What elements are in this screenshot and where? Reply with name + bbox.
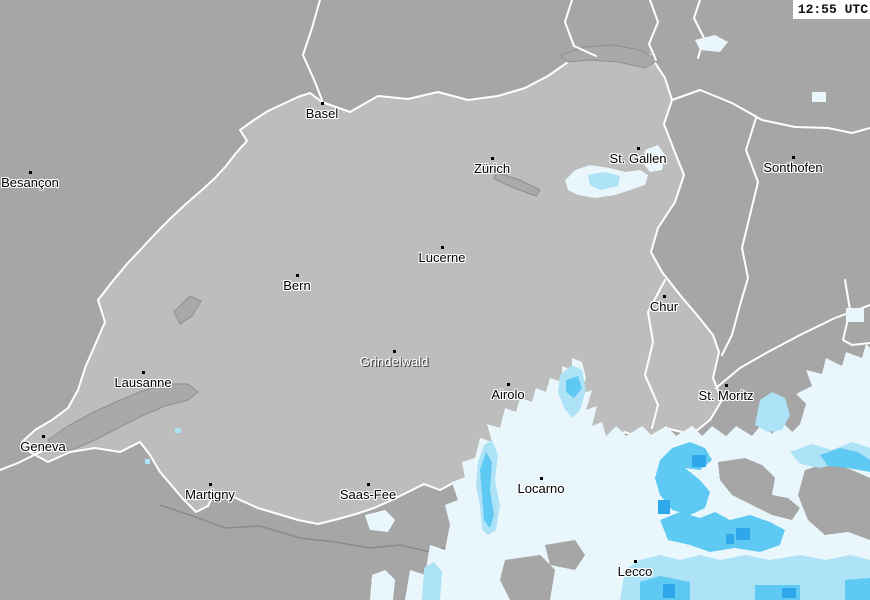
city-marker-sonthofen [792, 156, 795, 159]
city-marker-basel [321, 102, 324, 105]
border-top-center-1 [564, 0, 597, 57]
city-label-martigny: Martigny [185, 487, 235, 502]
precip-l4-spot-3 [736, 528, 750, 540]
city-label-chur: Chur [649, 299, 679, 314]
city-label-st-gallen: St. Gallen [609, 151, 667, 166]
city-label-besan-on: Besançon [1, 175, 59, 190]
lake-geneva [47, 383, 199, 451]
precip-l3-right-core [820, 448, 870, 472]
precip-bottom-column [370, 570, 395, 600]
precip-gap-2 [798, 462, 870, 540]
city-label-z-rich: Zürich [473, 161, 511, 176]
precip-l4-spot-5 [663, 584, 675, 598]
city-marker-saas-fee [367, 483, 370, 486]
border-vorarlberg [721, 117, 759, 356]
precip-speck-1 [812, 92, 826, 102]
city-marker-airolo [507, 383, 510, 386]
lake-neuchatel [173, 295, 202, 325]
border-east-vertical [644, 279, 666, 429]
city-marker-z-rich [491, 157, 494, 160]
border-italy-gray [159, 504, 456, 553]
precip-gap-1 [718, 458, 800, 520]
city-marker-besan-on [29, 171, 32, 174]
border-rhine-north-of-basel [302, 0, 323, 101]
city-label-bern: Bern [283, 278, 311, 293]
city-label-saas-fee: Saas-Fee [339, 487, 397, 502]
lake-zurich [493, 171, 541, 197]
precip-speck-lausanne-1 [175, 428, 181, 433]
city-marker-locarno [540, 477, 543, 480]
city-marker-st-moritz [725, 384, 728, 387]
border-top-center-2 [648, 0, 659, 61]
precip-stgallen-patch-ne [643, 145, 665, 172]
precip-l4-spot-6 [782, 588, 796, 598]
precip-speck-2 [846, 308, 864, 322]
city-label-lausanne: Lausanne [114, 375, 172, 390]
border-italy-austria [715, 304, 870, 389]
city-marker-bern [296, 274, 299, 277]
city-marker-martigny [209, 483, 212, 486]
precipitation-layer [145, 35, 870, 600]
city-marker-lausanne [142, 371, 145, 374]
precip-l3-bottom-c [845, 578, 870, 600]
precip-l3-lower-mass [660, 512, 785, 552]
border-right-edge [842, 279, 870, 346]
border-germany-austria [671, 89, 870, 134]
border-geneva-southwest [0, 445, 56, 471]
precip-speck-lausanne-2 [145, 459, 150, 464]
precip-topright-patch [695, 35, 728, 52]
timestamp-badge: 12:55 UTC [792, 0, 870, 19]
precip-l2-bottom-streak [422, 562, 442, 600]
city-label-locarno: Locarno [517, 481, 565, 496]
city-marker-lucerne [441, 246, 444, 249]
city-label-sonthofen: Sonthofen [763, 160, 823, 175]
precip-l3-spot-north [566, 376, 582, 398]
precip-l2-stmoritz-lobe [755, 392, 790, 432]
city-label-grindelwald: Grindelwald [359, 354, 429, 369]
city-marker-lecco [634, 560, 637, 563]
precip-l4-spot-1 [692, 455, 706, 467]
city-label-lucerne: Lucerne [418, 250, 466, 265]
city-label-airolo: Airolo [491, 387, 525, 402]
precip-saasfee-patch [365, 510, 395, 532]
city-marker-st-gallen [637, 147, 640, 150]
precip-gap-3 [500, 555, 555, 600]
city-marker-geneva [42, 435, 45, 438]
precip-l3-locarno-core [480, 452, 494, 528]
precip-l4-spot-4 [726, 534, 734, 544]
city-label-lecco: Lecco [617, 564, 653, 579]
city-label-basel: Basel [305, 106, 339, 121]
precip-stgallen-core [588, 172, 620, 190]
city-marker-chur [663, 295, 666, 298]
city-label-geneva: Geneva [20, 439, 66, 454]
city-marker-grindelwald [393, 350, 396, 353]
precip-l4-spot-2 [658, 500, 670, 514]
city-label-st-moritz: St. Moritz [698, 388, 754, 403]
precip-gap-4 [545, 540, 585, 570]
